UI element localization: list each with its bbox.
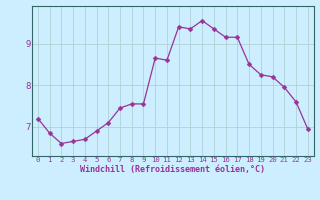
X-axis label: Windchill (Refroidissement éolien,°C): Windchill (Refroidissement éolien,°C): [80, 165, 265, 174]
